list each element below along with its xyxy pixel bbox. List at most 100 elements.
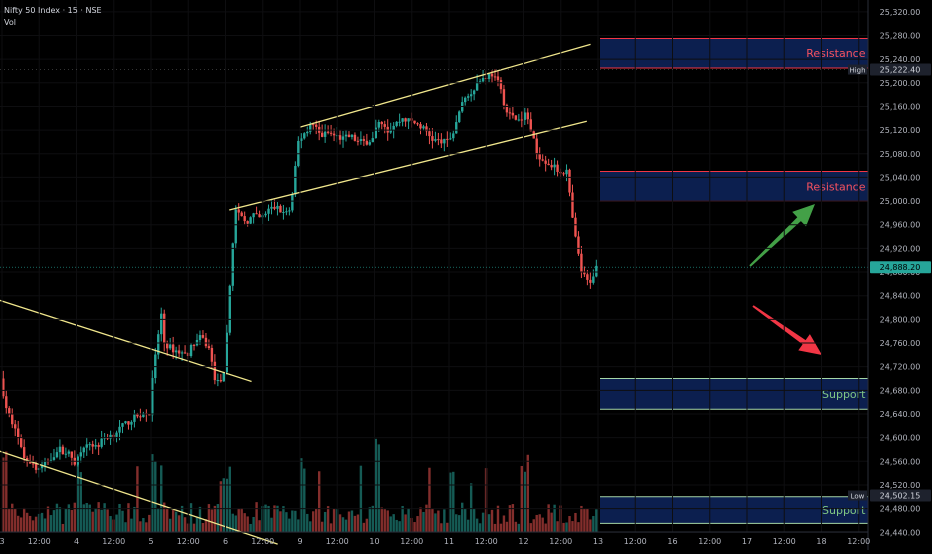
volume-bar — [472, 508, 476, 532]
high-price-label-tag: High — [849, 67, 865, 75]
volume-bar — [478, 523, 482, 532]
volume-bar — [353, 515, 357, 532]
candle-body — [157, 334, 160, 355]
volume-bar — [282, 506, 285, 532]
volume-bar — [589, 519, 592, 532]
candle-body — [365, 140, 369, 145]
volume-bar — [532, 519, 535, 532]
y-tick-label: 25,240.00 — [880, 55, 921, 64]
volume-bar — [356, 514, 360, 532]
candle-body — [547, 163, 550, 166]
candle-body — [136, 413, 139, 417]
candle-body — [440, 139, 443, 144]
high-price-label-bg — [870, 63, 931, 76]
y-tick-label: 24,440.00 — [880, 528, 921, 537]
volume-bar — [464, 508, 467, 532]
volume-bar — [285, 512, 288, 532]
x-tick-label: 4 — [74, 537, 79, 546]
volume-bar — [416, 516, 419, 532]
volume-bar — [157, 508, 160, 532]
candle-body — [192, 344, 196, 346]
volume-bar — [306, 513, 309, 532]
volume-bar — [338, 514, 342, 532]
candle-body — [458, 111, 461, 123]
candle-body — [538, 154, 541, 160]
volume-bar — [443, 509, 446, 532]
volume-bar — [88, 504, 91, 532]
candle-body — [34, 463, 38, 470]
volume-bar — [455, 514, 458, 532]
candle-body — [294, 166, 297, 195]
candle-body — [130, 421, 133, 425]
volume-bar — [329, 523, 333, 532]
candle-body — [341, 136, 345, 140]
candle-body — [371, 138, 375, 143]
candle-body — [377, 121, 380, 128]
volume-bar — [407, 508, 410, 532]
candle-body — [246, 221, 249, 224]
candle-body — [183, 352, 187, 354]
volume-bar — [323, 511, 327, 532]
candle-body — [449, 138, 452, 140]
symbol-label[interactable]: Nifty 50 Index · 15 · NSE — [4, 6, 102, 15]
candle-body — [55, 452, 59, 458]
volume-bar — [523, 471, 526, 532]
candle-body — [469, 94, 473, 97]
x-tick-label: 12:00 — [549, 537, 572, 546]
volume-bar — [40, 512, 44, 532]
volume-bar — [130, 518, 133, 532]
volume-bar — [258, 520, 261, 532]
candle-body — [258, 214, 261, 218]
volume-bar — [365, 518, 369, 532]
candle-body — [306, 131, 309, 134]
volume-bar — [14, 508, 17, 532]
candle-body — [133, 413, 136, 422]
candle-body — [392, 125, 395, 131]
x-tick-label: 5 — [148, 537, 153, 546]
candle-body — [174, 350, 178, 353]
volume-bar — [246, 516, 249, 532]
volume-bar — [267, 505, 270, 532]
volume-bar — [52, 510, 56, 532]
candle-body — [416, 123, 419, 125]
candle-body — [255, 213, 258, 215]
volume-bar — [151, 454, 154, 532]
volume-bar — [264, 504, 267, 532]
x-tick-label: 12:00 — [847, 537, 870, 546]
x-tick-label: 12:00 — [326, 537, 349, 546]
candle-body — [574, 217, 577, 237]
volume-bar — [395, 519, 398, 532]
candle-body — [109, 434, 112, 439]
volume-bar — [556, 521, 559, 532]
candle-body — [43, 461, 47, 466]
y-tick-label: 24,800.00 — [880, 315, 921, 324]
x-tick-label: 13 — [593, 537, 603, 546]
volume-bar — [431, 508, 434, 532]
candle-body — [428, 131, 431, 137]
volume-bar — [118, 503, 121, 532]
candle-body — [276, 205, 279, 209]
x-tick-label: 9 — [297, 537, 302, 546]
volume-bar — [61, 523, 65, 532]
volume-bar — [34, 516, 38, 532]
volume-bar — [25, 512, 29, 532]
y-tick-label: 24,920.00 — [880, 244, 921, 253]
candle-body — [496, 76, 500, 81]
candle-body — [151, 378, 154, 416]
candle-body — [526, 112, 529, 120]
volume-bar — [192, 523, 196, 532]
candle-body — [493, 76, 497, 78]
candle-body — [511, 112, 515, 116]
volume-bar — [174, 511, 178, 532]
volume-bar — [204, 519, 208, 532]
volume-bar — [383, 509, 386, 532]
volume-bar — [58, 507, 62, 532]
candle-body — [106, 437, 109, 439]
candle-body — [565, 169, 568, 175]
volume-bar — [231, 513, 234, 532]
volume-bar — [517, 523, 521, 532]
volume-bar — [127, 503, 130, 532]
candle-body — [22, 447, 26, 459]
